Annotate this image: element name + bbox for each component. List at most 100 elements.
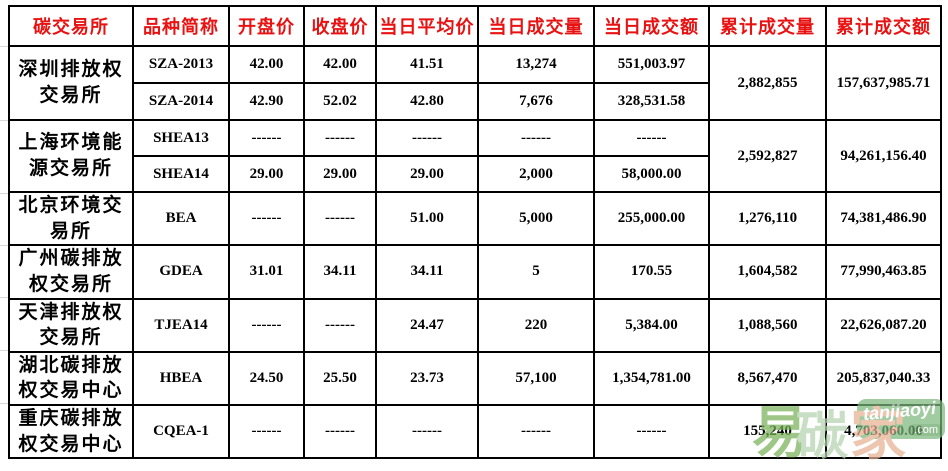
avg-price-cell: 34.11 xyxy=(375,244,479,300)
gridline-stub xyxy=(0,120,8,121)
cum-amount-cell: 157,637,985.71 xyxy=(825,45,942,121)
gridline-stub xyxy=(0,350,8,351)
day-amount-cell: 328,531.58 xyxy=(593,82,710,121)
day-amount-cell: 1,354,781.00 xyxy=(593,350,710,407)
col-header-cum-volume: 累计成交量 xyxy=(708,5,827,47)
col-header-cum-amount: 累计成交额 xyxy=(825,5,942,47)
col-header-day-amount: 当日成交额 xyxy=(593,5,710,47)
day-volume-cell: 13,274 xyxy=(477,45,595,84)
product-code-cell: SHEA14 xyxy=(132,155,230,193)
spreadsheet-canvas: 碳交易所 品种简称 开盘价 收盘价 当日平均价 当日成交量 当日成交额 累计成交… xyxy=(0,5,945,468)
avg-price-cell: 42.80 xyxy=(375,82,479,121)
product-code-cell: BEA xyxy=(132,190,230,247)
exchange-name-cell: 上海环境能源交易所 xyxy=(8,119,134,193)
product-code-cell: SZA-2013 xyxy=(132,45,230,84)
day-amount-cell: 551,003.97 xyxy=(593,45,710,84)
exchange-name-cell: 深圳排放权交易所 xyxy=(8,45,134,121)
close-price-cell: ------ xyxy=(303,119,377,157)
close-price-cell: ------ xyxy=(303,190,377,247)
gridline-stub xyxy=(0,297,8,298)
exchange-name-cell: 重庆碳排放权交易中心 xyxy=(8,404,134,460)
day-amount-cell: 58,000.00 xyxy=(593,155,710,193)
day-volume-cell: 220 xyxy=(477,297,595,353)
col-header-open: 开盘价 xyxy=(228,5,305,47)
col-header-product: 品种简称 xyxy=(132,5,230,47)
avg-price-cell: ------ xyxy=(375,404,479,460)
cum-volume-cell: 2,592,827 xyxy=(708,119,827,193)
cum-amount-cell: 22,626,087.20 xyxy=(825,297,942,353)
close-price-cell: 25.50 xyxy=(303,350,377,407)
col-header-close: 收盘价 xyxy=(303,5,377,47)
avg-price-cell: 41.51 xyxy=(375,45,479,84)
gridline-stub xyxy=(0,403,8,404)
table-row: 北京环境交易所 BEA ------ ------ 51.00 5,000 25… xyxy=(8,190,942,247)
day-volume-cell: 57,100 xyxy=(477,350,595,407)
open-price-cell: ------ xyxy=(228,404,305,460)
cum-volume-cell: 1,088,560 xyxy=(708,297,827,353)
open-price-cell: 31.01 xyxy=(228,244,305,300)
table-row: 深圳排放权交易所 SZA-2013 42.00 42.00 41.51 13,2… xyxy=(8,45,942,121)
table-row: 广州碳排放权交易所 GDEA 31.01 34.11 34.11 5 170.5… xyxy=(8,244,942,300)
day-volume-cell: 2,000 xyxy=(477,155,595,193)
day-volume-cell: ------ xyxy=(477,119,595,157)
open-price-cell: 29.00 xyxy=(228,155,305,193)
close-price-cell: ------ xyxy=(303,297,377,353)
table-row: 天津排放权交易所 TJEA14 ------ ------ 24.47 220 … xyxy=(8,297,942,353)
cum-amount-cell: 4,703,060.00 xyxy=(825,404,942,460)
open-price-cell: 24.50 xyxy=(228,350,305,407)
open-price-cell: ------ xyxy=(228,297,305,353)
table-row: 上海环境能源交易所 SHEA13 ------ ------ ------ --… xyxy=(8,119,942,193)
close-price-cell: 34.11 xyxy=(303,244,377,300)
product-code-cell: CQEA-1 xyxy=(132,404,230,460)
close-price-cell: ------ xyxy=(303,404,377,460)
avg-price-cell: 24.47 xyxy=(375,297,479,353)
cum-amount-cell: 94,261,156.40 xyxy=(825,119,942,193)
close-price-cell: 42.00 xyxy=(303,45,377,84)
cum-volume-cell: 155,240 xyxy=(708,404,827,460)
day-amount-cell: 5,384.00 xyxy=(593,297,710,353)
table-row: 湖北碳排放权交易中心 HBEA 24.50 25.50 23.73 57,100… xyxy=(8,350,942,407)
carbon-exchange-table: 碳交易所 品种简称 开盘价 收盘价 当日平均价 当日成交量 当日成交额 累计成交… xyxy=(8,5,942,460)
product-code-cell: TJEA14 xyxy=(132,297,230,353)
table-header-row: 碳交易所 品种简称 开盘价 收盘价 当日平均价 当日成交量 当日成交额 累计成交… xyxy=(8,5,942,47)
day-volume-cell: 7,676 xyxy=(477,82,595,121)
gridline-stub xyxy=(0,245,8,246)
exchange-name-cell: 天津排放权交易所 xyxy=(8,297,134,353)
table-row: SZA-2014 42.90 52.02 42.80 7,676 328,531… xyxy=(9,82,941,121)
avg-price-cell: 29.00 xyxy=(375,155,479,193)
col-header-day-volume: 当日成交量 xyxy=(477,5,595,47)
close-price-cell: 29.00 xyxy=(303,155,377,193)
col-header-exchange: 碳交易所 xyxy=(8,5,134,47)
day-volume-cell: 5 xyxy=(477,244,595,300)
table-row: 重庆碳排放权交易中心 CQEA-1 ------ ------ ------ -… xyxy=(8,404,942,460)
product-code-cell: SHEA13 xyxy=(132,119,230,157)
open-price-cell: ------ xyxy=(228,119,305,157)
cum-amount-cell: 205,837,040.33 xyxy=(825,350,942,407)
open-price-cell: 42.00 xyxy=(228,45,305,84)
cum-volume-cell: 2,882,855 xyxy=(708,45,827,121)
exchange-name-cell: 广州碳排放权交易所 xyxy=(8,244,134,300)
gridline-stub xyxy=(0,46,8,47)
close-price-cell: 52.02 xyxy=(303,82,377,121)
day-amount-cell: ------ xyxy=(593,119,710,157)
open-price-cell: 42.90 xyxy=(228,82,305,121)
day-amount-cell: ------ xyxy=(593,404,710,460)
exchange-name-cell: 湖北碳排放权交易中心 xyxy=(8,350,134,407)
product-code-cell: HBEA xyxy=(132,350,230,407)
col-header-avg: 当日平均价 xyxy=(375,5,479,47)
day-amount-cell: 255,000.00 xyxy=(593,190,710,247)
gridline-stub xyxy=(0,193,8,194)
cum-amount-cell: 74,381,486.90 xyxy=(825,190,942,247)
avg-price-cell: 51.00 xyxy=(375,190,479,247)
cum-volume-cell: 8,567,470 xyxy=(708,350,827,407)
cum-volume-cell: 1,604,582 xyxy=(708,244,827,300)
day-volume-cell: 5,000 xyxy=(477,190,595,247)
avg-price-cell: 23.73 xyxy=(375,350,479,407)
product-code-cell: SZA-2014 xyxy=(132,82,230,121)
avg-price-cell: ------ xyxy=(375,119,479,157)
day-volume-cell: ------ xyxy=(477,404,595,460)
open-price-cell: ------ xyxy=(228,190,305,247)
product-code-cell: GDEA xyxy=(132,244,230,300)
cum-volume-cell: 1,276,110 xyxy=(708,190,827,247)
table-row: SHEA14 29.00 29.00 29.00 2,000 58,000.00 xyxy=(9,155,941,193)
